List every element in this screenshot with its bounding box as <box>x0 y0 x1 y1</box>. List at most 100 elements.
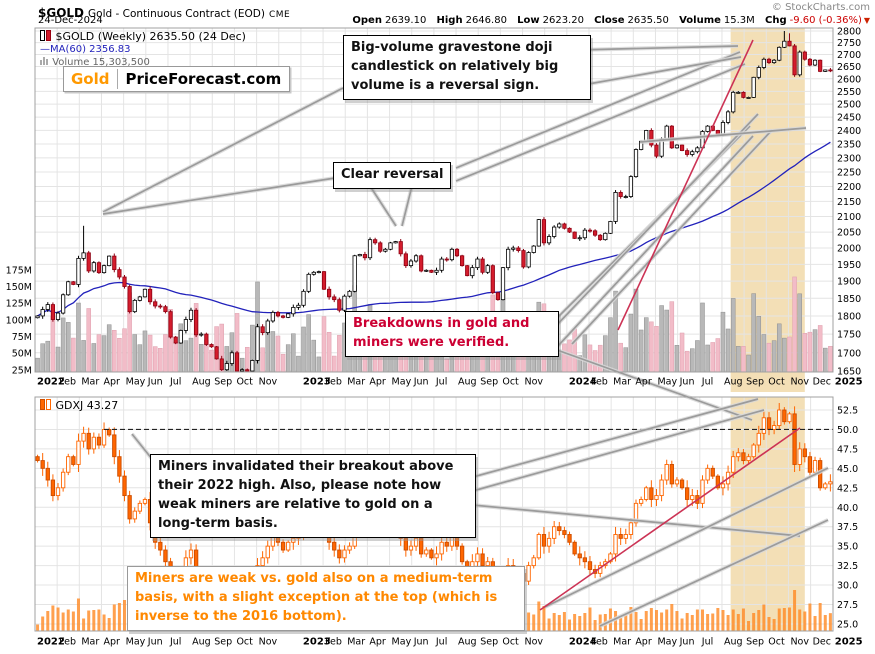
svg-text:Jun: Jun <box>147 377 163 388</box>
svg-text:2100: 2100 <box>837 212 861 223</box>
svg-text:Oct: Oct <box>768 637 785 648</box>
svg-text:Jun: Jun <box>679 377 695 388</box>
svg-text:May: May <box>657 637 677 648</box>
svg-text:Oct: Oct <box>502 637 519 648</box>
svg-text:Jun: Jun <box>679 637 695 648</box>
svg-text:Apr: Apr <box>369 637 386 648</box>
panel-borders <box>34 27 834 632</box>
gold-legend-text: $GOLD (Weekly) 2635.50 (24 Dec) <box>55 30 246 43</box>
svg-text:Jul: Jul <box>169 377 181 388</box>
gold-volume-legend-text: Volume 15,303,500 <box>52 57 150 68</box>
svg-text:2600: 2600 <box>837 74 861 85</box>
gdxj-legend-text: GDXJ 43.27 <box>55 399 119 412</box>
svg-text:37.5: 37.5 <box>837 522 858 533</box>
low-label: Low <box>517 15 540 26</box>
svg-text:2024: 2024 <box>569 377 597 388</box>
volume-value: 15.3M <box>723 15 755 26</box>
svg-text:Oct: Oct <box>502 377 519 388</box>
svg-text:2050: 2050 <box>837 228 861 239</box>
candlestick-icon-orange <box>40 399 52 412</box>
svg-text:75M: 75M <box>12 332 32 343</box>
svg-text:Jun: Jun <box>413 637 429 648</box>
svg-text:Nov: Nov <box>525 377 544 388</box>
svg-text:Mar: Mar <box>347 377 365 388</box>
annotation-miners-weak: Miners are weak vs. gold also on a mediu… <box>127 566 525 631</box>
svg-text:2025: 2025 <box>835 377 863 388</box>
svg-text:Apr: Apr <box>103 377 120 388</box>
svg-text:Aug: Aug <box>458 377 477 388</box>
logo-site-text: PriceForecast.com <box>116 69 290 89</box>
svg-text:May: May <box>126 377 146 388</box>
chg-label: Chg <box>764 15 787 26</box>
svg-text:1800: 1800 <box>837 311 861 322</box>
svg-text:Oct: Oct <box>236 377 253 388</box>
svg-text:2650: 2650 <box>837 62 861 73</box>
svg-text:Mar: Mar <box>347 637 365 648</box>
svg-text:Mar: Mar <box>613 637 631 648</box>
svg-text:Aug: Aug <box>192 377 211 388</box>
svg-text:2300: 2300 <box>837 153 861 164</box>
svg-text:2450: 2450 <box>837 113 861 124</box>
gold-volume-legend: Volume 15,303,500 <box>40 57 150 68</box>
close-label: Close <box>594 15 625 26</box>
svg-text:Feb: Feb <box>591 377 608 388</box>
svg-text:45.0: 45.0 <box>837 464 858 475</box>
svg-text:Nov: Nov <box>259 637 278 648</box>
svg-text:Feb: Feb <box>591 637 608 648</box>
exchange-label: CME <box>268 10 291 20</box>
svg-text:Nov: Nov <box>790 637 809 648</box>
symbol-description: Gold - Continuous Contract (EOD) <box>88 8 265 20</box>
chg-value: -9.60 (-0.36%) <box>789 15 862 26</box>
svg-text:Nov: Nov <box>259 377 278 388</box>
chart-date: 24-Dec-2024 <box>38 15 103 26</box>
gold-ma-legend-text: MA(60) 2356.83 <box>50 44 131 55</box>
svg-text:Nov: Nov <box>525 637 544 648</box>
svg-text:Jun: Jun <box>413 377 429 388</box>
ma-line-icon: — <box>40 44 50 55</box>
low-value: 2623.20 <box>542 15 584 26</box>
svg-text:25M: 25M <box>12 365 32 376</box>
svg-text:Oct: Oct <box>236 637 253 648</box>
svg-text:2550: 2550 <box>837 87 861 98</box>
svg-text:2025: 2025 <box>835 637 863 648</box>
svg-text:Aug: Aug <box>458 637 477 648</box>
svg-text:Feb: Feb <box>325 377 342 388</box>
svg-text:Feb: Feb <box>59 637 76 648</box>
svg-text:Sep: Sep <box>746 377 764 388</box>
high-label: High <box>436 15 463 26</box>
svg-text:Aug: Aug <box>192 637 211 648</box>
candlestick-icon <box>40 30 52 43</box>
open-value: 2639.10 <box>384 15 427 26</box>
svg-text:May: May <box>392 377 412 388</box>
svg-text:Sep: Sep <box>480 637 498 648</box>
svg-text:Apr: Apr <box>635 637 652 648</box>
svg-text:Jul: Jul <box>169 637 181 648</box>
svg-text:47.5: 47.5 <box>837 444 858 455</box>
logo-gold-text: Gold <box>71 70 110 88</box>
svg-text:25.0: 25.0 <box>837 619 858 630</box>
gold-ma-line <box>37 141 831 317</box>
red-trendlines <box>539 39 801 611</box>
symbol-label: $GOLD <box>38 6 85 20</box>
annotation-breakdowns-verified: Breakdowns in gold and miners were verif… <box>345 311 559 357</box>
svg-text:Oct: Oct <box>768 377 785 388</box>
svg-text:Mar: Mar <box>613 377 631 388</box>
svg-text:Nov: Nov <box>790 377 809 388</box>
svg-text:35.0: 35.0 <box>837 542 858 553</box>
svg-text:Jun: Jun <box>147 637 163 648</box>
svg-text:Sep: Sep <box>214 377 232 388</box>
svg-text:32.5: 32.5 <box>837 561 858 572</box>
chg-down-triangle-icon: ▼ <box>863 16 870 25</box>
svg-text:1900: 1900 <box>837 277 861 288</box>
annotation-clear-reversal: Clear reversal <box>333 162 452 189</box>
svg-text:1650: 1650 <box>837 367 861 378</box>
svg-text:40.0: 40.0 <box>837 503 858 514</box>
svg-text:30.0: 30.0 <box>837 581 858 592</box>
chart-title-row: $GOLD Gold - Continuous Contract (EOD) CME <box>38 2 290 21</box>
svg-text:2022: 2022 <box>37 637 65 648</box>
high-value: 2646.80 <box>465 15 507 26</box>
gold-ma-legend: —MA(60) 2356.83 <box>40 44 131 55</box>
svg-text:Apr: Apr <box>369 377 386 388</box>
svg-text:Feb: Feb <box>59 377 76 388</box>
svg-text:1950: 1950 <box>837 260 861 271</box>
